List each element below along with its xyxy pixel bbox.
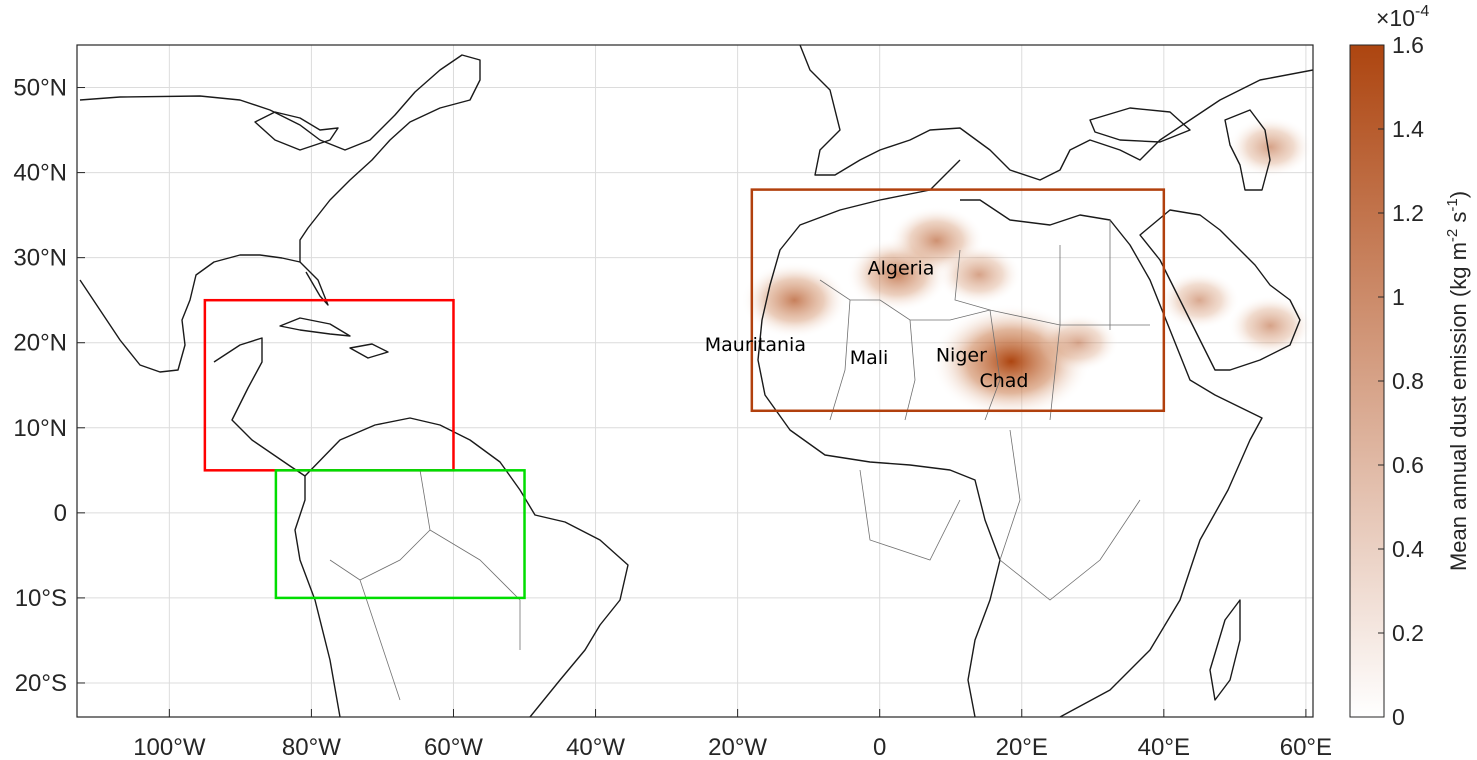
hispaniola-coastline [349, 343, 389, 359]
colorbar-tick-label-3: 0.6 [1392, 452, 1424, 478]
y-tick-label-0: 50°N [13, 75, 67, 102]
y-tick-label-4: 10°N [13, 415, 67, 442]
colorbar: 0 0.2 0.4 0.6 0.8 1 1.2 1.4 1.6 ×10-4 Mean annua… [1349, 3, 1471, 730]
latitude-ticks: 50°N 40°N 30°N 20°N 10°N 0 10°S 20°S [13, 75, 85, 697]
map-frame [76, 44, 1314, 718]
y-tick-label-2: 30°N [13, 245, 67, 272]
europe-coastline [799, 45, 1313, 181]
colorbar-exponent: ×10-4 [1376, 3, 1429, 31]
caspian-sea-coastline [1224, 109, 1271, 191]
y-tick-label-6: 10°S [15, 585, 67, 612]
y-tick-label-5: 0 [54, 500, 67, 527]
colorbar-tick-label-8: 1.6 [1392, 32, 1424, 58]
x-tick-label-2: 60°W [424, 734, 483, 760]
region-boxes [203, 188, 1166, 600]
dust-hotspot-4 [936, 244, 1022, 306]
x-tick-label-3: 40°W [566, 734, 625, 760]
colorbar-tick-label-4: 0.8 [1392, 368, 1424, 394]
cuba-coastline [279, 317, 351, 337]
x-tick-label-4: 20°W [708, 734, 767, 760]
madagascar-coastline [1209, 599, 1241, 701]
brown-box [750, 188, 1166, 413]
x-tick-label-1: 80°W [282, 734, 341, 760]
country-label-mauritania: Mauritania [705, 334, 806, 356]
dust-hotspot-5 [1037, 313, 1120, 372]
green-box [274, 469, 526, 600]
colorbar-tick-label-2: 0.4 [1392, 536, 1424, 562]
colorbar-tick-label-5: 1 [1392, 284, 1405, 310]
y-tick-label-3: 20°N [13, 330, 67, 357]
florida-coastline [299, 261, 329, 306]
dust-emission-field [741, 116, 1313, 420]
colorbar-tick-label-6: 1.2 [1392, 200, 1424, 226]
colorbar-title: Mean annual dust emission (kg m-2 s-1) [1444, 191, 1471, 571]
colorbar-tick-label-7: 1.4 [1392, 116, 1424, 142]
map-background [77, 45, 1313, 717]
longitude-ticks: 100°W 80°W 60°W 40°W 20°W 0 20°E 40°E 60°E [133, 709, 1332, 760]
x-tick-label-8: 60°E [1280, 734, 1332, 760]
south-america-coastline [294, 417, 629, 717]
colorbar-ticks: 0 0.2 0.4 0.6 0.8 1 1.2 1.4 1.6 [1378, 32, 1424, 730]
country-label-mali: Mali [850, 347, 889, 369]
yucatan-coastline [213, 337, 306, 477]
y-tick-label-7: 20°S [15, 670, 67, 697]
dust-hotspot-1 [741, 261, 848, 339]
country-labels: Algeria Mauritania Mali Niger Chad [705, 258, 1029, 392]
black-sea-coastline [1089, 107, 1191, 143]
x-tick-label-7: 40°E [1138, 734, 1190, 760]
dust-hotspot-7 [1227, 116, 1313, 178]
x-tick-label-6: 20°E [996, 734, 1048, 760]
africa-coastline [757, 159, 1263, 717]
coastlines [79, 45, 1313, 717]
country-label-chad: Chad [979, 370, 1028, 392]
country-label-niger: Niger [936, 344, 987, 366]
arabia-coastline [1139, 209, 1301, 371]
x-tick-label-5: 0 [873, 734, 886, 760]
y-tick-label-1: 40°N [13, 160, 67, 187]
dust-hotspot-8 [1227, 295, 1313, 357]
great-lakes-coastline [254, 111, 339, 151]
dust-hotspot-6 [1158, 271, 1240, 330]
country-borders [329, 220, 1150, 701]
country-label-algeria: Algeria [868, 258, 935, 280]
colorbar-gradient [1349, 44, 1385, 718]
colorbar-tick-label-0: 0 [1392, 704, 1405, 730]
colorbar-tick-label-1: 0.2 [1392, 620, 1424, 646]
north-america-coastline [79, 54, 481, 373]
x-tick-label-0: 100°W [133, 734, 206, 760]
